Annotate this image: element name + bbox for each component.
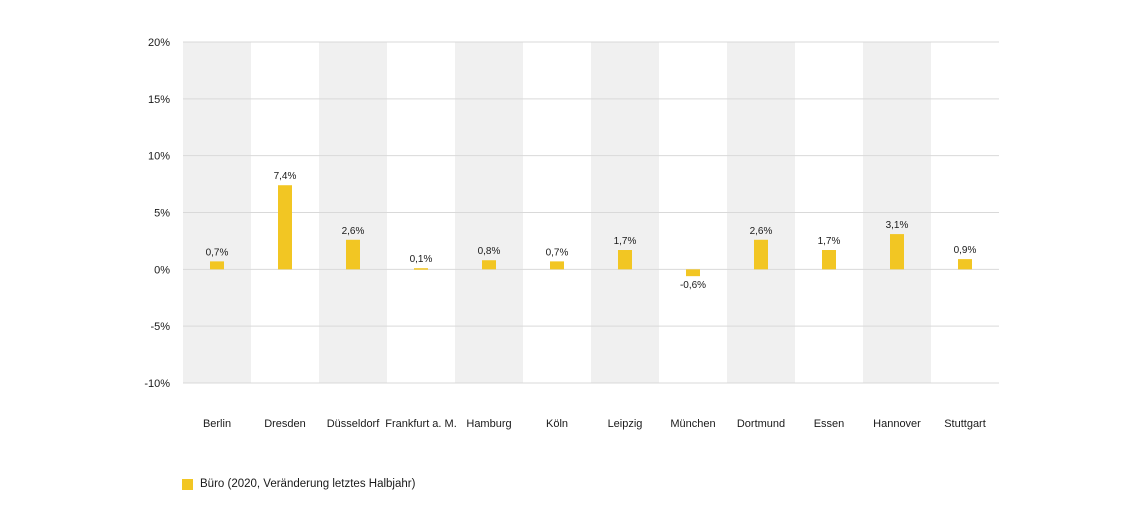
y-tick-label: -10%	[144, 378, 170, 390]
bar	[550, 261, 564, 270]
bar	[890, 234, 904, 270]
x-tick-label: Köln	[546, 418, 568, 430]
x-tick-label: Düsseldorf	[327, 418, 381, 430]
y-axis-tick-labels: -10% -5% 0% 5% 10% 15% 20%	[144, 37, 170, 390]
x-axis-category-labels: Berlin Dresden Düsseldorf Frankfurt a. M. Ha…	[203, 418, 986, 430]
x-tick-label: Leipzig	[608, 418, 643, 430]
x-tick-label: Hamburg	[466, 418, 511, 430]
data-label: 0,7%	[206, 247, 229, 258]
y-tick-label: 15%	[148, 94, 170, 106]
bar	[958, 259, 972, 270]
bar	[278, 185, 292, 270]
bars	[210, 185, 972, 277]
data-label: 1,7%	[818, 236, 841, 247]
data-label: 0,8%	[478, 246, 501, 257]
x-tick-label: Stuttgart	[944, 418, 986, 430]
bar	[210, 261, 224, 270]
gridlines	[183, 41, 999, 384]
y-tick-label: 10%	[148, 151, 170, 163]
y-tick-label: -5%	[150, 321, 170, 333]
data-labels: 0,7% 7,4% 2,6% 0,1% 0,8% 0,7% 1,7% -0,6% 2,6% 1,7…	[206, 171, 977, 291]
bar	[346, 239, 360, 270]
legend-label: Büro (2020, Veränderung letztes Halbjahr…	[200, 478, 416, 490]
y-tick-label: 20%	[148, 37, 170, 49]
legend: Büro (2020, Veränderung letztes Halbjahr…	[182, 478, 415, 490]
data-label: 7,4%	[274, 171, 297, 182]
bar	[414, 268, 428, 270]
x-tick-label: Dresden	[264, 418, 306, 430]
bar	[754, 239, 768, 270]
y-tick-label: 5%	[154, 208, 170, 220]
x-tick-label: Frankfurt a. M.	[385, 418, 457, 430]
legend-swatch	[182, 478, 193, 490]
x-tick-label: Essen	[814, 418, 845, 430]
data-label: 2,6%	[750, 226, 773, 237]
data-label: 3,1%	[886, 220, 909, 231]
data-label: 0,7%	[546, 247, 569, 258]
x-tick-label: Berlin	[203, 418, 231, 430]
bar	[482, 260, 496, 270]
bar	[822, 250, 836, 270]
data-label: 0,9%	[954, 245, 977, 256]
data-label: 2,6%	[342, 226, 365, 237]
data-label: -0,6%	[680, 280, 706, 291]
x-tick-label: München	[670, 418, 715, 430]
x-tick-label: Hannover	[873, 418, 921, 430]
bar	[686, 269, 700, 277]
data-label: 0,1%	[410, 254, 433, 265]
x-tick-label: Dortmund	[737, 418, 785, 430]
data-label: 1,7%	[614, 236, 637, 247]
y-tick-label: 0%	[154, 264, 170, 276]
bar	[618, 250, 632, 270]
